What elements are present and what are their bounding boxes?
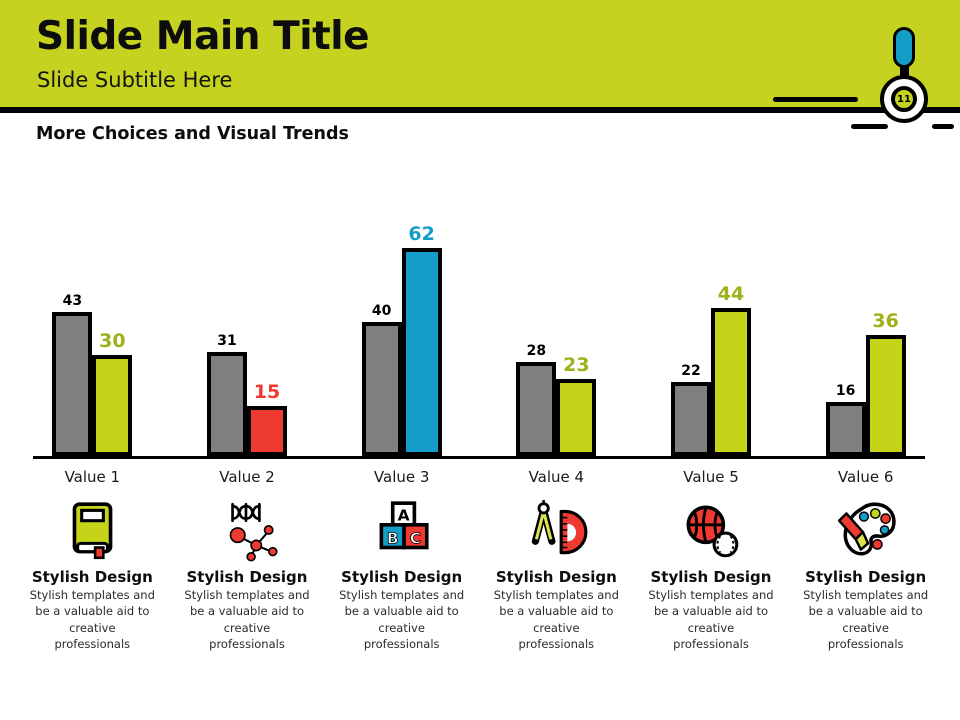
bar-value-label: 22 [681,363,701,379]
page-number-badge: 11 [891,86,917,112]
abc-blocks-icon: A B C [324,496,479,566]
baseline-bar [361,322,402,456]
accent-bar-wrap: 44 [710,283,751,456]
x-axis-label: Value 4 [528,468,585,486]
bar-value-label: 62 [408,223,435,245]
magnifier-handle [893,27,915,68]
baseline-bar [670,382,711,456]
bar-value-label: 44 [717,283,745,305]
info-body: Stylish templates and be a valuable aid … [803,588,929,651]
book-icon [15,496,170,566]
sports-balls-icon [634,496,789,566]
paint-palette-icon [788,496,943,566]
baseline-bar-wrap: 22 [670,363,711,456]
baseline-bar-wrap: 31 [206,333,247,456]
baseline-bar [825,402,866,456]
bar-group: 43 30 [15,293,170,456]
bar-group: 40 62 [324,223,479,456]
accent-bar [556,379,597,456]
magnifier-stem [900,64,909,82]
info-body: Stylish templates and be a valuable aid … [493,588,619,651]
bar-value-label: 31 [217,333,237,349]
page-number: 11 [897,93,911,105]
bar-value-label: 30 [99,330,126,352]
bar-group: 16 36 [788,310,943,456]
magnifier-ring: 11 [880,75,928,123]
svg-text:B: B [386,529,398,547]
info-body: Stylish templates and be a valuable aid … [29,588,155,651]
info-title: Stylish Design [341,568,463,586]
info-column: Stylish Design Stylish templates and be a… [170,568,325,652]
bar-value-label: 40 [371,303,392,319]
slide-subtitle: Slide Subtitle Here [37,68,233,92]
section-heading: More Choices and Visual Trends [36,124,349,144]
x-axis-label: Value 3 [373,468,430,486]
info-title: Stylish Design [31,568,153,586]
baseline-bar [206,352,247,456]
info-column: Stylish Design Stylish templates and be a… [479,568,634,652]
accent-bar [401,248,442,456]
svg-text:A: A [397,507,409,525]
decor-dash [932,124,954,129]
bar-group: 31 15 [170,333,325,456]
bar-value-label: 15 [253,381,281,403]
accent-bar [865,335,906,456]
info-column: Stylish Design Stylish templates and be a… [788,568,943,652]
bar-value-label: 23 [563,354,590,376]
baseline-bar-wrap: 28 [516,343,557,456]
x-axis-label: Value 1 [64,468,121,486]
bar-value-label: 43 [62,293,83,309]
baseline-bar-wrap: 40 [361,303,402,456]
baseline-bar-wrap: 16 [825,383,866,456]
info-title: Stylish Design [650,568,772,586]
decor-line [773,97,858,102]
accent-bar-wrap: 36 [865,310,906,456]
baseline-bar-wrap: 43 [52,293,93,456]
x-axis-label: Value 5 [683,468,739,486]
x-axis-label: Value 6 [837,468,894,486]
bar-value-label: 28 [526,343,547,359]
accent-bar [92,355,133,456]
info-title: Stylish Design [805,568,927,586]
info-body: Stylish templates and be a valuable aid … [339,588,465,651]
accent-bar [710,308,751,456]
accent-bar-wrap: 15 [246,381,287,456]
info-column: Stylish Design Stylish templates and be a… [634,568,789,652]
accent-bar-wrap: 23 [556,354,597,456]
info-title: Stylish Design [495,568,617,586]
baseline-bar [516,362,557,456]
dna-molecule-icon [170,496,325,566]
bar-group: 28 23 [479,343,634,456]
x-axis-labels: Value 1 Value 2 Value 3 Value 4 Value 5 Value… [15,468,943,486]
svg-text:C: C [409,529,420,547]
icons-row: A B C [15,496,943,566]
info-title: Stylish Design [186,568,308,586]
info-body: Stylish templates and be a valuable aid … [184,588,310,651]
decor-dash [851,124,888,129]
x-axis-label: Value 2 [219,468,275,486]
slide-title: Slide Main Title [36,14,370,59]
bar-value-label: 16 [835,383,856,399]
accent-bar-wrap: 62 [401,223,442,456]
baseline-bar [52,312,93,456]
accent-bar-wrap: 30 [92,330,133,456]
bar-group: 22 44 [634,283,789,456]
accent-bar [246,406,287,456]
info-column: Stylish Design Stylish templates and be a… [15,568,170,652]
bar-value-label: 36 [872,310,899,332]
header: Slide Main Title Slide Subtitle Here [0,0,960,113]
chart-columns: 43 30 31 15 40 62 28 23 22 44 16 36 [15,146,943,456]
compass-protractor-icon [479,496,634,566]
text-row: Stylish Design Stylish templates and be a… [15,568,943,652]
x-axis-line [33,456,925,459]
info-body: Stylish templates and be a valuable aid … [648,588,774,651]
info-column: Stylish Design Stylish templates and be a… [324,568,479,652]
